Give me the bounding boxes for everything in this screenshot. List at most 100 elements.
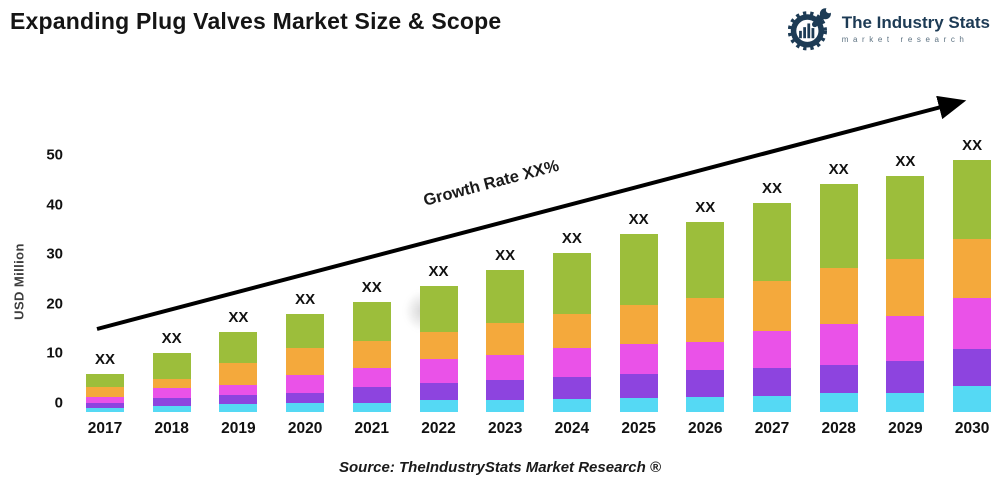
- series-purple-segment: [486, 380, 525, 401]
- bar-value-label: XX: [428, 263, 449, 281]
- stacked-bar-2018: [152, 352, 191, 412]
- series-purple-segment: [419, 383, 458, 401]
- x-axis-tick-label: 2022: [421, 420, 456, 437]
- bar-value-label: XX: [695, 198, 716, 216]
- series-orange-segment: [686, 297, 725, 342]
- series-purple-segment: [819, 365, 858, 394]
- stacked-bar-2017: [86, 374, 124, 412]
- logo-tagline: market research: [841, 35, 969, 45]
- series-green-top-segment: [152, 352, 191, 379]
- stacked-bar-2025: [619, 234, 658, 412]
- series-purple-segment: [552, 377, 591, 400]
- bar-value-label: XX: [561, 230, 582, 248]
- series-magenta-segment: [686, 341, 725, 371]
- x-axis-tick-label: 2030: [954, 420, 990, 437]
- series-cyan-bottom-segment: [152, 406, 191, 412]
- series-magenta-segment: [419, 359, 458, 384]
- source-attribution: Source: TheIndustryStats Market Research…: [339, 459, 661, 476]
- bar-value-label: XX: [161, 329, 182, 347]
- series-magenta-segment: [619, 343, 658, 375]
- series-cyan-bottom-segment: [286, 403, 325, 412]
- x-axis-tick-label: 2020: [287, 420, 323, 437]
- bar-value-label: XX: [895, 152, 916, 170]
- series-purple-segment: [886, 361, 925, 394]
- series-magenta-segment: [152, 388, 191, 399]
- series-purple-segment: [86, 403, 124, 408]
- series-purple-segment: [686, 370, 725, 398]
- series-green-top-segment: [286, 313, 325, 348]
- x-axis-tick-label: 2018: [154, 420, 189, 437]
- series-purple-segment: [219, 395, 258, 405]
- series-cyan-bottom-segment: [552, 399, 591, 412]
- series-cyan-bottom-segment: [686, 397, 725, 412]
- x-axis-tick-label: 2017: [87, 420, 123, 437]
- brand-logo: The Industry Stats market research: [787, 6, 990, 52]
- series-green-top-segment: [819, 183, 858, 269]
- series-orange-segment: [552, 313, 591, 349]
- y-axis-title: USD Million: [11, 243, 27, 320]
- y-axis-tick-label: 0: [54, 394, 63, 412]
- x-axis-tick-label: 2029: [888, 420, 923, 437]
- series-green-top-segment: [686, 221, 725, 298]
- x-axis-tick-label: 2028: [821, 420, 856, 437]
- series-orange-segment: [886, 259, 925, 316]
- stacked-bar-2021: [352, 301, 391, 412]
- y-axis-tick-label: 10: [46, 344, 63, 362]
- series-magenta-segment: [886, 315, 925, 362]
- series-magenta-segment: [286, 375, 325, 394]
- x-axis-tick-label: 2023: [487, 420, 523, 437]
- series-cyan-bottom-segment: [352, 403, 391, 412]
- series-cyan-bottom-segment: [86, 407, 124, 412]
- series-cyan-bottom-segment: [619, 398, 658, 412]
- series-magenta-segment: [753, 330, 791, 369]
- series-purple-segment: [953, 349, 992, 387]
- series-orange-segment: [486, 322, 525, 356]
- series-green-top-segment: [552, 253, 591, 314]
- x-axis-tick-label: 2024: [554, 420, 590, 437]
- series-magenta-segment: [953, 297, 992, 350]
- series-cyan-bottom-segment: [486, 400, 525, 412]
- stacked-bar-2026: [686, 221, 725, 412]
- logo-name: The Industry Stats: [841, 12, 990, 32]
- series-magenta-segment: [486, 355, 525, 381]
- bar-value-label: XX: [295, 290, 316, 308]
- bar-value-label: XX: [361, 278, 382, 296]
- series-green-top-segment: [86, 374, 124, 388]
- series-cyan-bottom-segment: [419, 400, 458, 412]
- series-green-top-segment: [953, 160, 992, 240]
- bar-value-label: XX: [761, 179, 783, 197]
- x-axis-tick-label: 2025: [621, 420, 656, 437]
- x-axis-tick-label: 2027: [754, 420, 790, 437]
- series-orange-segment: [352, 340, 391, 369]
- stacked-bar-2022: [419, 286, 458, 412]
- bar-value-label: XX: [962, 137, 983, 155]
- stacked-bar-2024: [552, 253, 591, 412]
- series-green-top-segment: [219, 331, 258, 364]
- series-orange-segment: [86, 387, 124, 398]
- series-purple-segment: [352, 387, 391, 404]
- series-cyan-bottom-segment: [219, 404, 258, 412]
- series-orange-segment: [286, 347, 325, 376]
- series-purple-segment: [753, 368, 791, 397]
- series-orange-segment: [619, 304, 658, 344]
- series-purple-segment: [619, 374, 658, 399]
- series-green-top-segment: [753, 202, 791, 282]
- series-green-top-segment: [619, 234, 658, 305]
- series-orange-segment: [219, 363, 258, 386]
- series-magenta-segment: [352, 368, 391, 388]
- series-orange-segment: [819, 268, 858, 324]
- series-magenta-segment: [86, 397, 124, 404]
- stacked-bar-2027: [753, 202, 791, 412]
- logo-text: The Industry Stats market research: [841, 12, 990, 45]
- bar-value-label: XX: [628, 211, 649, 229]
- series-cyan-bottom-segment: [753, 396, 791, 412]
- bar-value-label: XX: [495, 247, 516, 265]
- series-orange-segment: [753, 281, 791, 331]
- bar-value-label: XX: [94, 351, 116, 369]
- page-title: Expanding Plug Valves Market Size & Scop…: [10, 8, 502, 34]
- gear-wrench-logo-icon: [787, 6, 832, 51]
- x-axis-tick-label: 2021: [354, 420, 390, 437]
- stacked-bar-2020: [286, 313, 325, 412]
- series-cyan-bottom-segment: [886, 393, 925, 412]
